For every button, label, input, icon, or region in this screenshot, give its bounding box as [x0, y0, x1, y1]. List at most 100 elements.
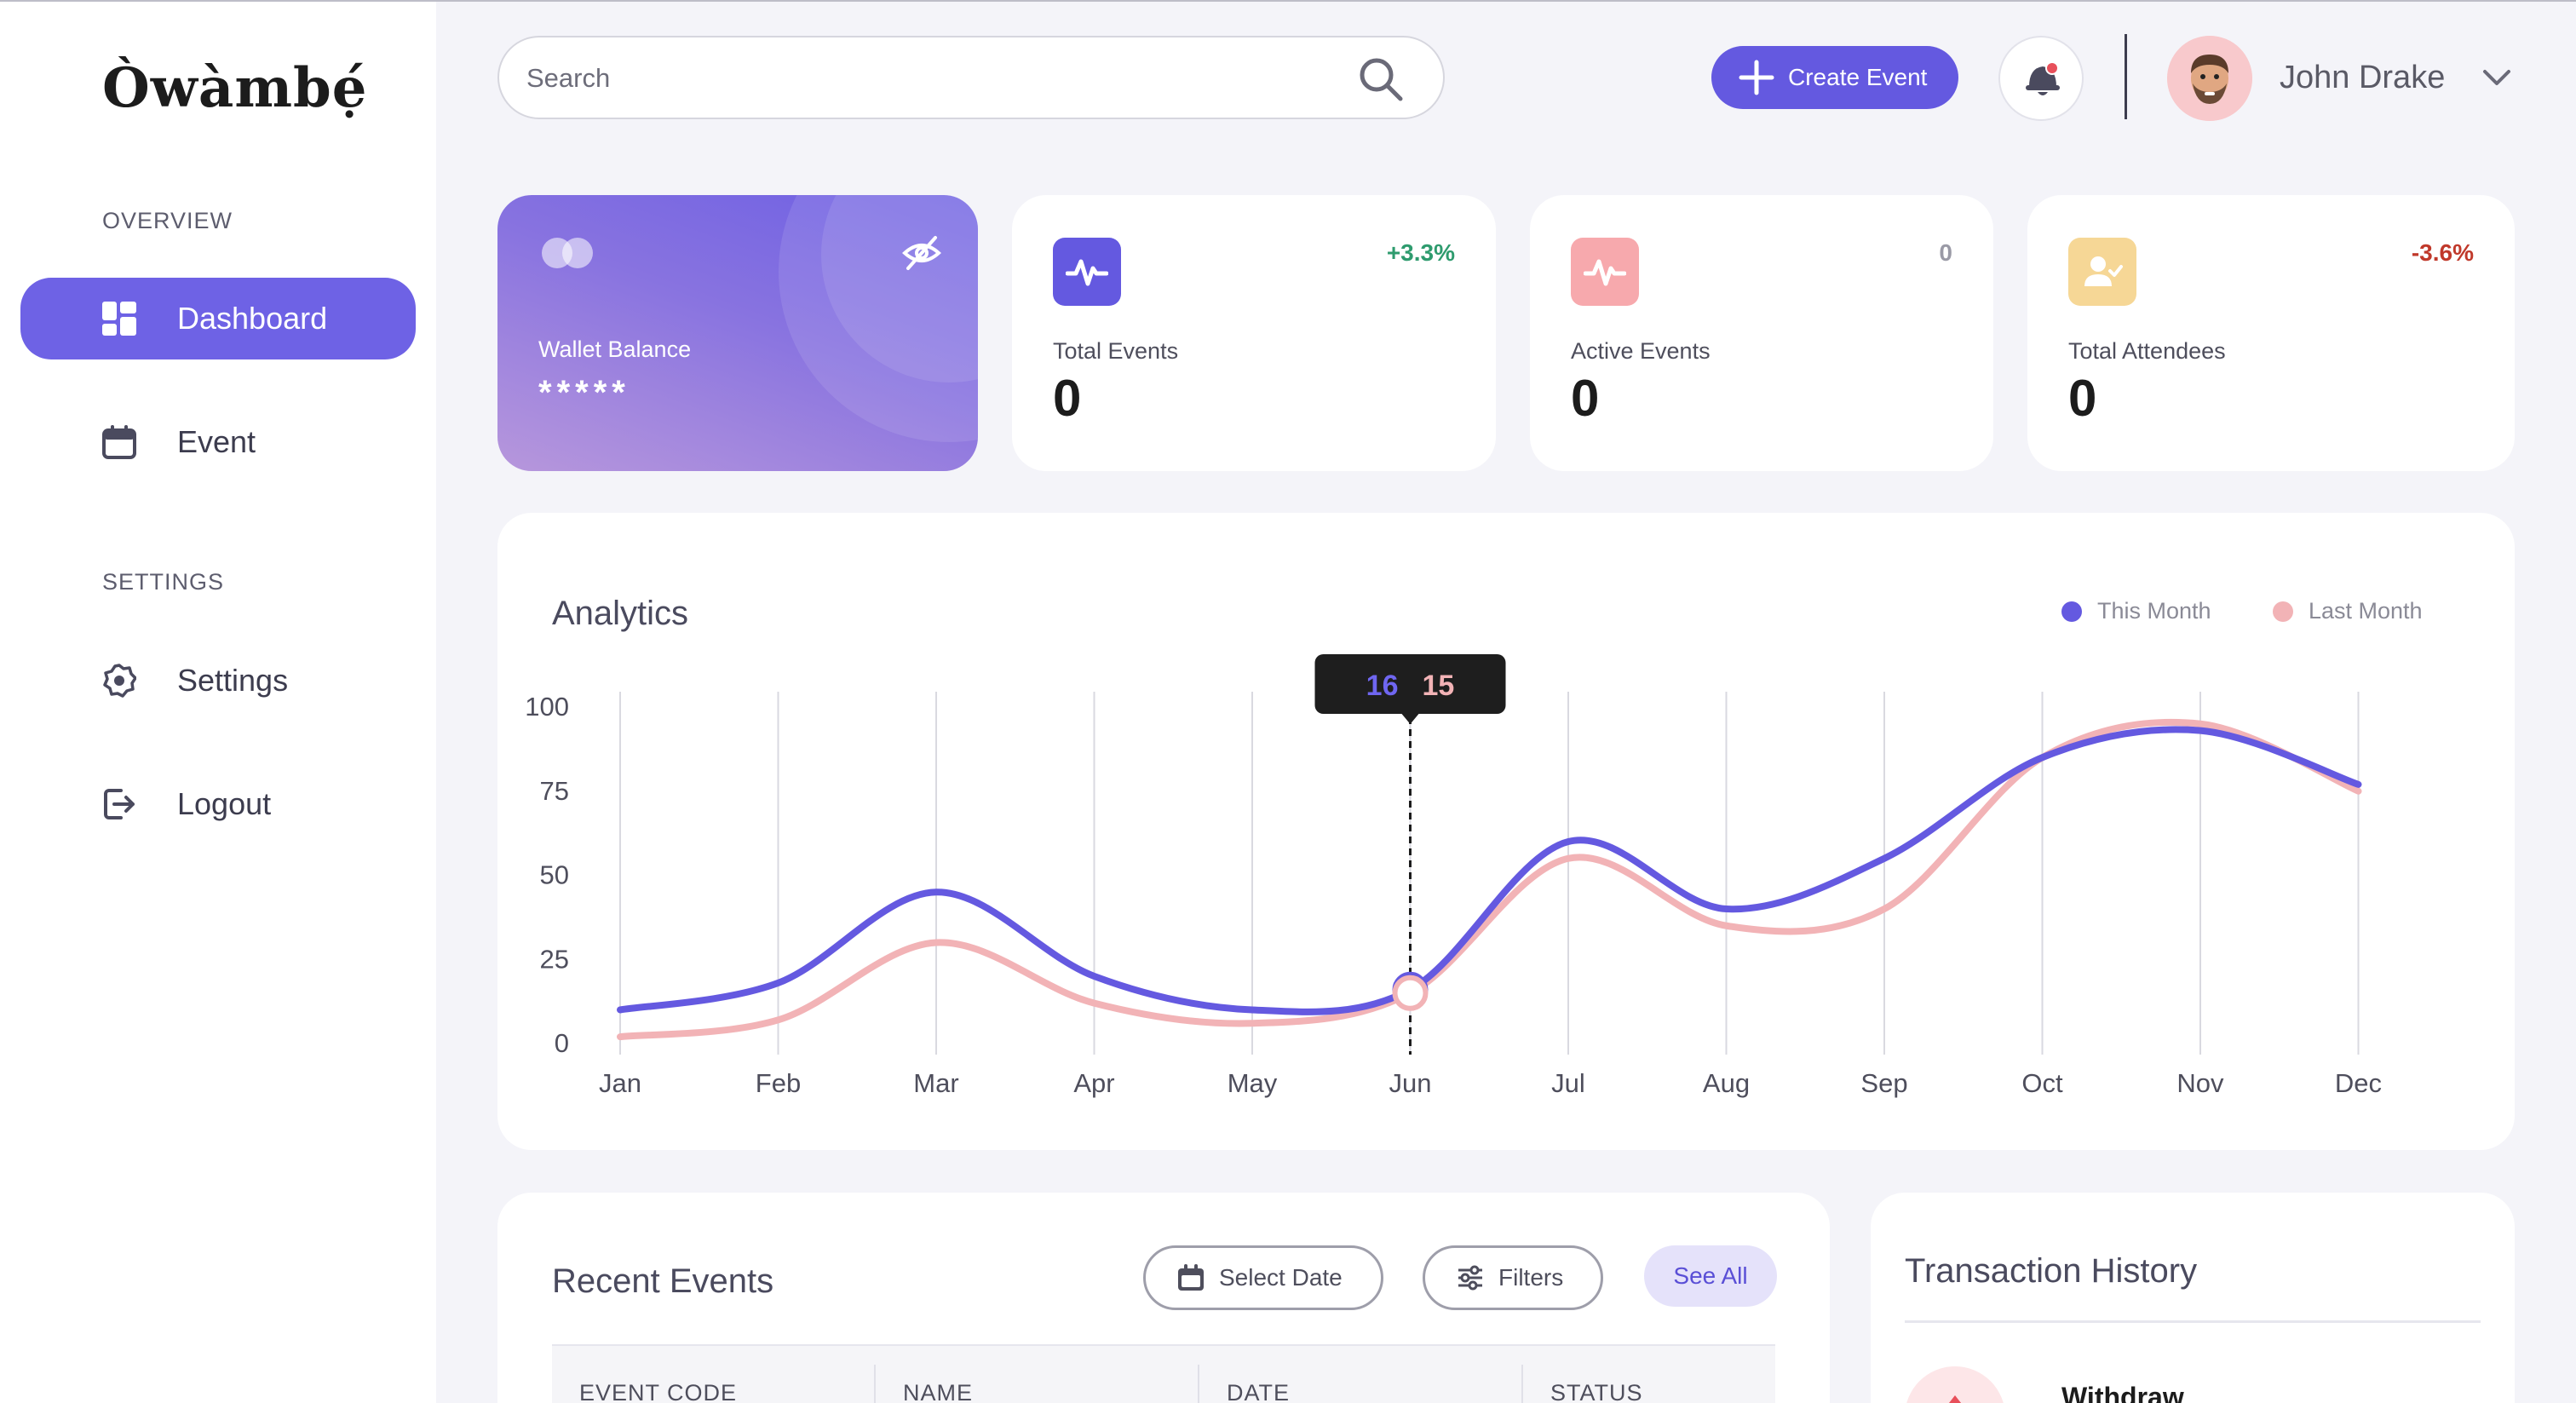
- column-header[interactable]: EVENT CODE: [579, 1380, 738, 1403]
- settings-section-label: SETTINGS: [102, 569, 225, 595]
- data-point-last-month: [1392, 975, 1429, 1011]
- header-divider: [2125, 34, 2127, 119]
- legend-last-month[interactable]: Last Month: [2273, 598, 2423, 624]
- see-all-button[interactable]: See All: [1644, 1245, 1777, 1307]
- column-header[interactable]: NAME: [903, 1380, 974, 1403]
- series-line-last-month: [617, 718, 2362, 1041]
- avatar[interactable]: [2167, 36, 2252, 121]
- search-bar: [497, 36, 1445, 119]
- search-icon[interactable]: [1358, 56, 1404, 102]
- stat-value: 0: [1053, 370, 1082, 427]
- sidebar-item-label: Event: [177, 424, 256, 459]
- x-tick-label: Mar: [913, 1068, 958, 1098]
- sidebar: Òwàmbẹ́ OVERVIEW Dashboard Event SETTING…: [0, 2, 436, 1403]
- bell-icon: [2026, 61, 2060, 95]
- column-header[interactable]: DATE: [1227, 1380, 1291, 1403]
- tooltip-box: [1314, 654, 1506, 714]
- y-tick-label: 100: [525, 692, 569, 722]
- legend-label: Last Month: [2309, 598, 2423, 624]
- search-input[interactable]: [526, 58, 1327, 99]
- gear-icon: [103, 664, 136, 698]
- app-logo[interactable]: Òwàmbẹ́: [102, 56, 368, 120]
- filters-button[interactable]: Filters: [1423, 1245, 1603, 1310]
- x-tick-label: Oct: [2021, 1068, 2063, 1098]
- sidebar-item-dashboard[interactable]: Dashboard: [20, 278, 416, 359]
- stat-label: Total Attendees: [2068, 338, 2226, 364]
- wallet-label: Wallet Balance: [538, 336, 692, 362]
- sidebar-item-label: Settings: [177, 663, 289, 698]
- create-event-button[interactable]: Create Event: [1711, 46, 1958, 109]
- select-date-button[interactable]: Select Date: [1143, 1245, 1383, 1310]
- wallet-balance: *****: [538, 374, 630, 411]
- hide-balance-icon[interactable]: [901, 233, 942, 273]
- divider: [1905, 1320, 2481, 1323]
- recent-events-card: Recent Events Select Date Filters See Al…: [497, 1193, 1830, 1403]
- create-event-label: Create Event: [1788, 64, 1928, 90]
- recent-events-title: Recent Events: [552, 1262, 774, 1300]
- x-tick-label: Nov: [2176, 1068, 2224, 1098]
- overview-section-label: OVERVIEW: [102, 208, 233, 233]
- x-tick-label: Jun: [1389, 1068, 1432, 1098]
- column-header[interactable]: STATUS: [1550, 1380, 1643, 1403]
- stat-card-total-attendees: -3.6% Total Attendees 0: [2027, 195, 2515, 471]
- transaction-type: Withdraw: [2061, 1382, 2184, 1403]
- y-tick-label: 50: [540, 860, 569, 890]
- pulse-icon: [1053, 238, 1121, 306]
- stat-label: Active Events: [1571, 338, 1711, 364]
- user-check-icon: [2068, 238, 2136, 306]
- stat-change: -3.6%: [2411, 239, 2474, 266]
- x-tick-label: May: [1228, 1068, 1278, 1098]
- notification-button[interactable]: [1998, 36, 2084, 121]
- legend-dot: [2061, 601, 2082, 622]
- x-tick-label: Dec: [2335, 1068, 2382, 1098]
- stat-value: 0: [1571, 370, 1600, 427]
- plus-icon: [1739, 60, 1774, 95]
- tooltip-last-month-value: 15: [1423, 670, 1455, 702]
- stat-card-active-events: 0 Active Events 0: [1530, 195, 1993, 471]
- analytics-title: Analytics: [552, 595, 689, 632]
- series-line-this-month: [617, 726, 2362, 1015]
- logout-icon: [104, 789, 135, 819]
- stat-change: 0: [1939, 239, 1952, 266]
- dashboard-icon: [102, 302, 136, 336]
- legend-dot: [2273, 601, 2293, 622]
- calendar-icon: [102, 425, 136, 459]
- legend-label: This Month: [2097, 598, 2211, 624]
- sidebar-item-logout[interactable]: Logout: [20, 763, 416, 845]
- column-divider: [1198, 1365, 1199, 1403]
- stat-card-total-events: +3.3% Total Events 0: [1012, 195, 1496, 471]
- transaction-history-card: Transaction History Withdraw: [1871, 1193, 2515, 1403]
- column-divider: [1521, 1365, 1523, 1403]
- sidebar-item-label: Dashboard: [177, 301, 328, 336]
- select-date-label: Select Date: [1219, 1264, 1343, 1291]
- user-name[interactable]: John Drake: [2280, 60, 2446, 95]
- wallet-card[interactable]: Wallet Balance *****: [497, 195, 978, 471]
- events-table-header: EVENT CODE NAME DATE STATUS: [552, 1344, 1775, 1403]
- stat-label: Total Events: [1053, 338, 1179, 364]
- x-tick-label: Apr: [1073, 1068, 1114, 1098]
- filters-label: Filters: [1498, 1264, 1564, 1291]
- sidebar-item-event[interactable]: Event: [20, 401, 416, 483]
- x-tick-label: Jan: [599, 1068, 641, 1098]
- chevron-down-icon[interactable]: [2482, 68, 2511, 87]
- x-tick-label: Aug: [1703, 1068, 1750, 1098]
- user-avatar-icon: [2167, 36, 2252, 121]
- y-tick-label: 0: [555, 1028, 569, 1058]
- sidebar-item-label: Logout: [177, 786, 272, 821]
- pulse-icon: [1571, 238, 1639, 306]
- sidebar-item-settings[interactable]: Settings: [20, 640, 416, 722]
- stat-value: 0: [2068, 370, 2097, 427]
- column-divider: [874, 1365, 876, 1403]
- legend-this-month[interactable]: This Month: [2061, 598, 2211, 624]
- analytics-card: Analytics This Month Last Month 0 25 50 75 1…: [497, 513, 2515, 1150]
- x-tick-label: Jul: [1551, 1068, 1585, 1098]
- transaction-history-title: Transaction History: [1905, 1252, 2198, 1290]
- calendar-icon: [1178, 1264, 1204, 1291]
- window-top-border: [0, 0, 2576, 2]
- y-tick-label: 75: [540, 776, 569, 806]
- analytics-chart[interactable]: 0 25 50 75 100 Jan Feb Mar Apr May Jun Jul Aug Sep Oct…: [497, 513, 2515, 1150]
- sliders-icon: [1458, 1265, 1482, 1291]
- stat-change: +3.3%: [1386, 239, 1455, 266]
- x-tick-label: Feb: [756, 1068, 801, 1098]
- card-brand-icon: [542, 238, 593, 268]
